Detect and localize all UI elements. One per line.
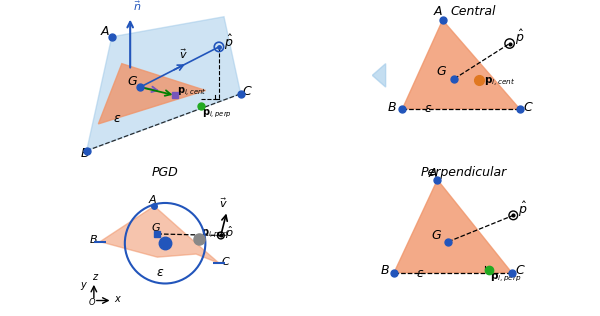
Text: $\epsilon$: $\epsilon$ [113,112,122,125]
Text: $C$: $C$ [515,264,526,277]
Text: $\epsilon$: $\epsilon$ [416,267,424,280]
Text: $A$: $A$ [100,25,110,38]
Text: $\hat{p}$: $\hat{p}$ [518,200,527,219]
Text: $\epsilon$: $\epsilon$ [156,266,164,279]
Text: $\vec{v}$: $\vec{v}$ [219,196,228,210]
Text: $C$: $C$ [523,100,533,113]
Text: $z$: $z$ [92,272,100,283]
Text: $\hat{p}$: $\hat{p}$ [225,225,233,241]
Polygon shape [403,20,520,109]
Text: $\vec{n}$: $\vec{n}$ [133,0,142,13]
Text: $\mathbf{p}_{i,cent}$: $\mathbf{p}_{i,cent}$ [177,86,206,99]
Text: $G$: $G$ [436,65,447,78]
Text: $A$: $A$ [428,167,439,179]
Text: $\hat{p}$: $\hat{p}$ [224,33,233,52]
Text: $\hat{p}$: $\hat{p}$ [515,28,524,47]
Text: $\mathbf{p}_{i,cent}$: $\mathbf{p}_{i,cent}$ [484,76,516,88]
Text: $y$: $y$ [80,280,88,292]
Text: $A$: $A$ [433,5,443,18]
Text: $B$: $B$ [80,148,90,161]
Polygon shape [372,64,386,87]
Polygon shape [86,17,241,151]
Text: PGD: PGD [152,166,178,179]
Text: $A$: $A$ [148,193,158,205]
Polygon shape [98,64,206,124]
Polygon shape [100,206,219,263]
Text: $O$: $O$ [88,296,96,307]
Text: $G$: $G$ [127,76,138,88]
Text: $B$: $B$ [380,264,390,277]
Text: $x$: $x$ [114,294,122,304]
Text: $\mathbf{p}_{i,pgd}$: $\mathbf{p}_{i,pgd}$ [201,228,228,240]
Text: $B$: $B$ [388,100,397,113]
Polygon shape [394,180,512,273]
Text: $\vec{v}$: $\vec{v}$ [179,47,187,61]
Text: $G$: $G$ [431,228,442,241]
Text: $G$: $G$ [151,221,161,233]
Text: Perpendicular: Perpendicular [421,166,507,179]
Text: $\mathbf{p}_{i,perp}$: $\mathbf{p}_{i,perp}$ [490,271,521,284]
Text: $B$: $B$ [89,233,98,245]
Text: Central: Central [450,5,496,18]
Text: $C$: $C$ [242,85,253,99]
Text: $C$: $C$ [221,255,230,267]
Text: $\epsilon$: $\epsilon$ [424,102,433,115]
Text: $\mathbf{p}_{i,perp}$: $\mathbf{p}_{i,perp}$ [202,107,232,119]
